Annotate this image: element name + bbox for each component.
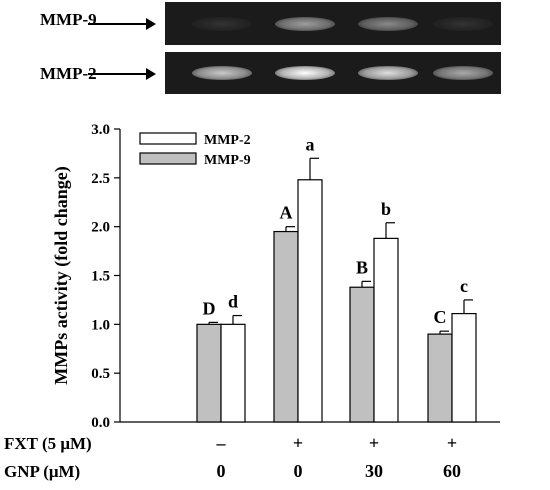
gel-band: [433, 16, 493, 31]
significance-letter: c: [460, 276, 468, 296]
arrow-icon: [88, 68, 156, 80]
significance-letter: A: [280, 203, 293, 223]
condition-value: –: [216, 433, 227, 453]
gel-band: [275, 16, 335, 31]
bar: [427, 333, 453, 423]
condition-value: 30: [365, 461, 383, 481]
condition-value: 0: [294, 461, 303, 481]
y-tick-label: 0.5: [91, 366, 110, 382]
significance-letter: a: [306, 134, 315, 154]
y-tick-label: 0.0: [91, 415, 110, 431]
gel-band: [192, 66, 252, 80]
significance-letter: B: [356, 257, 368, 277]
y-tick-label: 1.0: [91, 317, 110, 333]
gel-band: [192, 16, 252, 31]
bar: [297, 179, 323, 423]
significance-letter: D: [203, 298, 216, 318]
legend-swatch: [139, 152, 197, 165]
gel-mmp9: [165, 2, 501, 45]
y-tick-label: 2.0: [91, 220, 110, 236]
bar: [373, 237, 399, 423]
significance-letter: C: [434, 307, 447, 327]
condition-value: +: [293, 433, 303, 453]
bar: [196, 323, 222, 423]
y-tick-label: 1.5: [91, 269, 110, 285]
y-axis-label: MMPs activity (fold change): [51, 166, 72, 384]
condition-value: 0: [217, 461, 226, 481]
y-tick-label: 3.0: [91, 122, 110, 138]
gel-band: [433, 66, 493, 80]
legend-label: MMP-9: [204, 153, 251, 168]
gel-label-mmp2: MMP-2: [40, 64, 97, 83]
significance-letter: d: [228, 292, 238, 312]
bar: [273, 230, 299, 423]
arrow-icon: [88, 18, 156, 30]
gel-band: [275, 66, 335, 80]
bar: [451, 312, 477, 423]
significance-letter: b: [381, 199, 391, 219]
bar: [349, 286, 375, 423]
gel-label-mmp9: MMP-9: [40, 10, 97, 29]
condition-label: GNP (μM): [4, 462, 80, 481]
condition-value: +: [447, 433, 457, 453]
bar: [220, 323, 246, 423]
gel-band: [358, 16, 418, 31]
gel-band: [358, 66, 418, 80]
legend-label: MMP-2: [204, 133, 251, 148]
y-tick-label: 2.5: [91, 171, 110, 187]
condition-value: 60: [443, 461, 461, 481]
gel-mmp2: [165, 52, 501, 94]
condition-value: +: [369, 433, 379, 453]
legend-swatch: [139, 132, 197, 145]
condition-label: FXT (5 μM): [4, 434, 92, 453]
